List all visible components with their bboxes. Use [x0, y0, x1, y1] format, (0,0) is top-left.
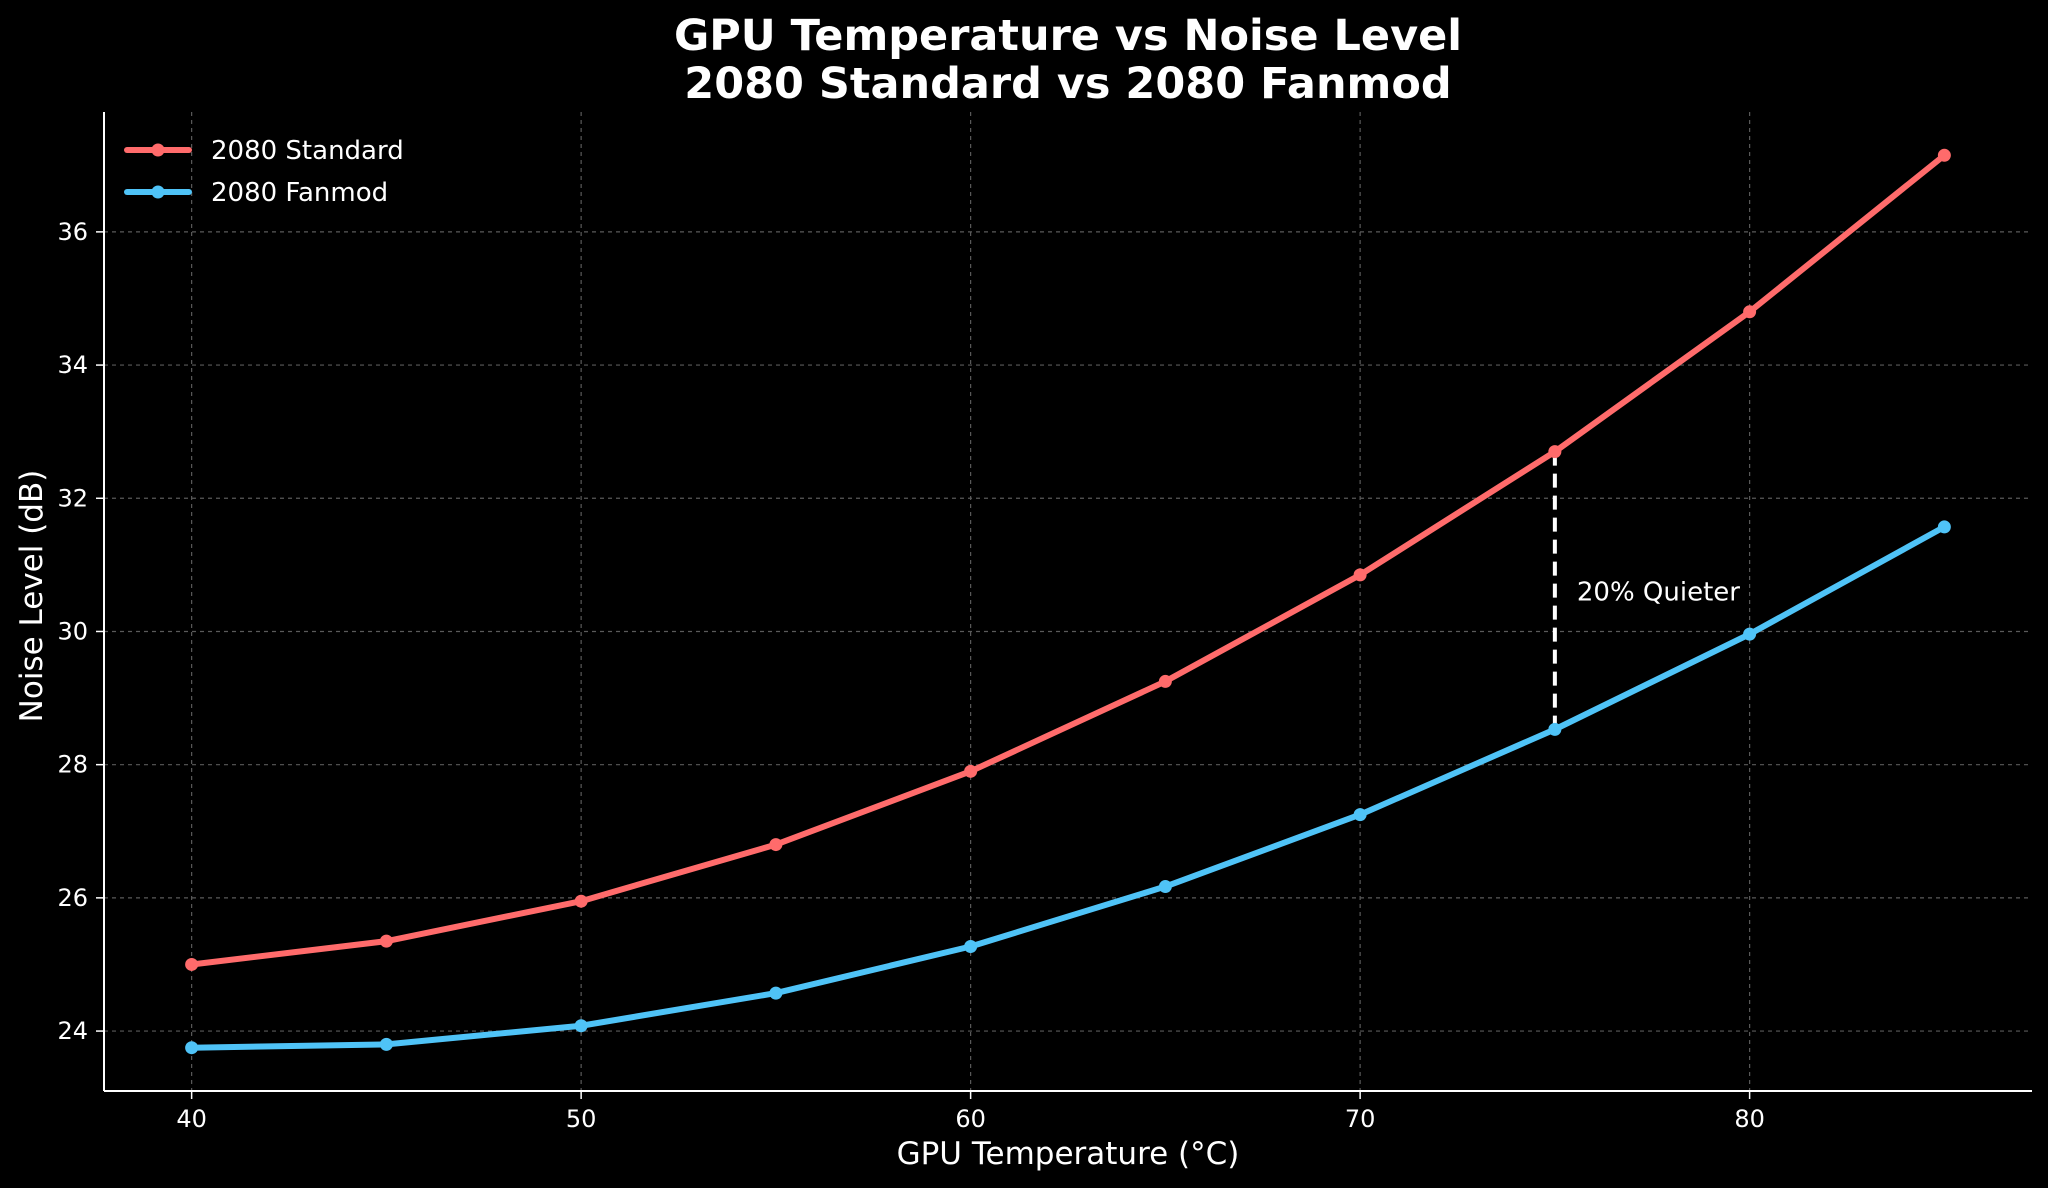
data-point-2080-fanmod	[1353, 808, 1367, 822]
grid	[104, 112, 2032, 1091]
y-tick-label: 36	[57, 218, 88, 246]
annotation: 20% Quieter	[1552, 451, 1740, 730]
data-point-2080-standard	[1937, 148, 1951, 162]
data-point-2080-standard	[185, 957, 199, 971]
y-tick-label: 32	[57, 484, 88, 512]
data-point-2080-fanmod	[1937, 520, 1951, 534]
axes	[96, 112, 2032, 1099]
data-point-2080-fanmod	[964, 939, 978, 953]
x-axis-label: GPU Temperature (°C)	[897, 1136, 1240, 1172]
x-tick-label: 50	[566, 1105, 597, 1133]
data-point-2080-fanmod	[1548, 722, 1562, 736]
data-point-2080-standard	[574, 894, 588, 908]
legend-item-2080-standard[interactable]: 2080 Standard	[124, 136, 404, 166]
legend-marker-2080-standard	[151, 143, 165, 157]
data-point-2080-standard	[379, 934, 393, 948]
series-line-2080-fanmod	[188, 523, 1948, 1051]
series-line-2080-standard	[188, 152, 1948, 968]
x-tick-label: 40	[176, 1105, 207, 1133]
legend[interactable]: 2080 Standard 2080 Fanmod	[124, 136, 404, 208]
x-tick-label: 80	[1734, 1105, 1765, 1133]
x-tick-label: 70	[1345, 1105, 1376, 1133]
chart-subtitle: 2080 Standard vs 2080 Fanmod	[684, 59, 1451, 109]
data-point-2080-standard	[964, 764, 978, 778]
data-point-2080-fanmod	[1158, 880, 1172, 894]
data-point-2080-standard	[1158, 674, 1172, 688]
legend-marker-2080-fanmod	[151, 185, 165, 199]
data-point-2080-fanmod	[185, 1041, 199, 1055]
data-point-2080-fanmod	[1743, 627, 1757, 641]
legend-item-2080-fanmod[interactable]: 2080 Fanmod	[124, 178, 388, 208]
data-point-2080-standard	[1353, 568, 1367, 582]
x-tick-label: 60	[955, 1105, 986, 1133]
data-point-2080-standard	[769, 838, 783, 852]
data-point-2080-standard	[1548, 445, 1562, 459]
y-tick-label: 24	[57, 1017, 88, 1045]
data-point-2080-standard	[1743, 305, 1757, 319]
legend-label-2080-standard: 2080 Standard	[211, 136, 404, 166]
y-tick-label: 26	[57, 884, 88, 912]
series	[185, 148, 1951, 1055]
y-axis-label: Noise Level (dB)	[14, 470, 50, 723]
tick-labels: 40 50 60 70 80 24 26 28 30 32 34 36	[57, 218, 1764, 1133]
y-tick-label: 28	[57, 751, 88, 779]
y-tick-label: 34	[57, 351, 88, 379]
annotation-label: 20% Quieter	[1577, 578, 1740, 608]
data-point-2080-fanmod	[379, 1037, 393, 1051]
data-point-2080-fanmod	[574, 1019, 588, 1033]
chart-title: GPU Temperature vs Noise Level	[674, 11, 1462, 61]
legend-label-2080-fanmod: 2080 Fanmod	[211, 178, 388, 208]
y-tick-label: 30	[57, 617, 88, 645]
data-point-2080-fanmod	[769, 986, 783, 1000]
